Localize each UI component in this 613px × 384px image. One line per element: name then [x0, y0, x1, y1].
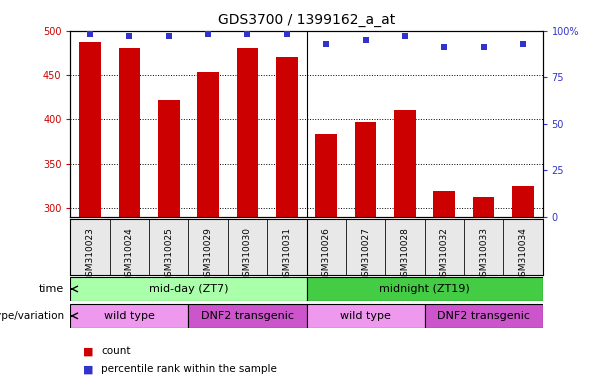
FancyBboxPatch shape	[306, 219, 346, 275]
Bar	[197, 71, 219, 217]
FancyBboxPatch shape	[189, 304, 306, 328]
Text: GSM310034: GSM310034	[519, 227, 527, 282]
Bar	[237, 48, 258, 217]
Text: midnight (ZT19): midnight (ZT19)	[379, 284, 470, 294]
Bar	[394, 110, 416, 217]
Text: wild type: wild type	[340, 311, 391, 321]
FancyBboxPatch shape	[306, 304, 424, 328]
Title: GDS3700 / 1399162_a_at: GDS3700 / 1399162_a_at	[218, 13, 395, 27]
FancyBboxPatch shape	[464, 219, 503, 275]
Text: wild type: wild type	[104, 311, 155, 321]
FancyBboxPatch shape	[424, 219, 464, 275]
Text: GSM310031: GSM310031	[283, 227, 291, 282]
Text: time: time	[39, 284, 64, 294]
Bar	[276, 57, 298, 217]
Bar	[512, 186, 534, 217]
FancyBboxPatch shape	[70, 277, 306, 301]
Text: ■: ■	[83, 346, 93, 356]
Text: GSM310027: GSM310027	[361, 227, 370, 282]
FancyBboxPatch shape	[189, 219, 228, 275]
Bar	[158, 100, 180, 217]
Text: ■: ■	[83, 364, 93, 374]
Text: genotype/variation: genotype/variation	[0, 311, 64, 321]
Bar	[79, 42, 101, 217]
FancyBboxPatch shape	[267, 219, 306, 275]
FancyBboxPatch shape	[306, 277, 543, 301]
Bar	[355, 122, 376, 217]
Bar	[315, 134, 337, 217]
Text: DNF2 transgenic: DNF2 transgenic	[437, 311, 530, 321]
FancyBboxPatch shape	[110, 219, 149, 275]
Text: GSM310025: GSM310025	[164, 227, 173, 282]
FancyBboxPatch shape	[228, 219, 267, 275]
FancyBboxPatch shape	[385, 219, 424, 275]
FancyBboxPatch shape	[424, 304, 543, 328]
Text: GSM310026: GSM310026	[322, 227, 330, 282]
Text: GSM310032: GSM310032	[440, 227, 449, 282]
Text: mid-day (ZT7): mid-day (ZT7)	[149, 284, 228, 294]
Text: percentile rank within the sample: percentile rank within the sample	[101, 364, 277, 374]
FancyBboxPatch shape	[346, 219, 385, 275]
Text: GSM310024: GSM310024	[125, 227, 134, 282]
Bar	[473, 197, 494, 217]
Text: GSM310033: GSM310033	[479, 227, 488, 282]
Text: GSM310023: GSM310023	[86, 227, 94, 282]
FancyBboxPatch shape	[503, 219, 543, 275]
Text: GSM310029: GSM310029	[204, 227, 213, 282]
FancyBboxPatch shape	[70, 304, 189, 328]
Text: GSM310030: GSM310030	[243, 227, 252, 282]
Bar	[119, 48, 140, 217]
Bar	[433, 191, 455, 217]
Text: GSM310028: GSM310028	[400, 227, 409, 282]
Text: DNF2 transgenic: DNF2 transgenic	[201, 311, 294, 321]
FancyBboxPatch shape	[70, 219, 110, 275]
FancyBboxPatch shape	[149, 219, 189, 275]
Text: count: count	[101, 346, 131, 356]
